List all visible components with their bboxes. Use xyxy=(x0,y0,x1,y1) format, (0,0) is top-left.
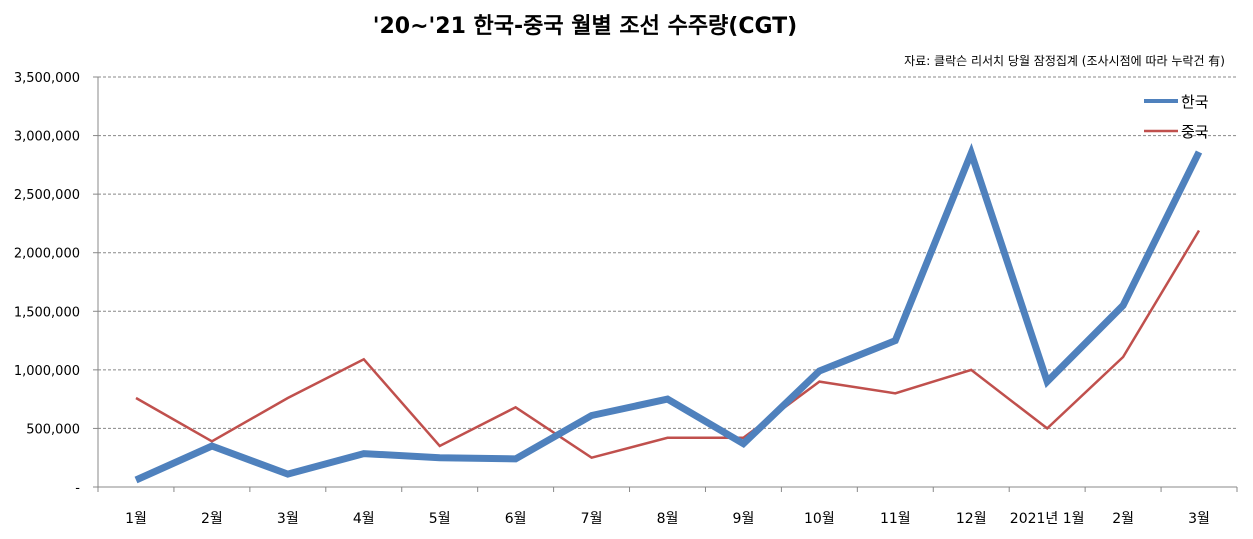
x-tick-label: 7월 xyxy=(581,511,603,527)
x-tick-label: 3월 xyxy=(277,511,299,527)
x-tick-label: 2월 xyxy=(201,511,223,527)
x-tick-label: 9월 xyxy=(733,511,755,527)
x-tick-label: 2021년 1월 xyxy=(1010,511,1085,527)
series-lines xyxy=(134,142,1203,484)
y-tick-label: 2,000,000 xyxy=(14,247,80,262)
legend-label: 한국 xyxy=(1181,93,1209,111)
x-tick-label: 2월 xyxy=(1112,511,1134,527)
x-tick-label: 5월 xyxy=(429,511,451,527)
y-tick-label: 3,000,000 xyxy=(14,130,80,145)
x-tick-label: 8월 xyxy=(657,511,679,527)
axes xyxy=(93,76,1238,492)
series-line-korea xyxy=(134,142,1203,484)
x-tick-label: 6월 xyxy=(505,511,527,527)
x-tick-label: 4월 xyxy=(353,511,375,527)
y-tick-label: 1,500,000 xyxy=(14,305,80,320)
series-line-china xyxy=(135,229,1201,460)
source-note: 자료: 클락슨 리서치 당월 잠정집계 (조사시점에 따라 누락건 有) xyxy=(904,54,1225,68)
y-tick-label: 1,000,000 xyxy=(14,364,80,379)
y-tick-label: 2,500,000 xyxy=(14,188,80,203)
chart-title: '20~'21 한국-중국 월별 조선 수주량(CGT) xyxy=(372,14,798,39)
y-tick-label: 3,500,000 xyxy=(14,71,80,86)
x-tick-label: 12월 xyxy=(956,511,987,527)
x-tick-label: 10월 xyxy=(804,511,835,527)
gridlines xyxy=(98,76,1237,429)
x-tick-label: 3월 xyxy=(1188,511,1210,527)
x-tick-label: 1월 xyxy=(125,511,147,527)
x-tick-label: 11월 xyxy=(880,511,911,527)
x-axis-ticks: 1월 2월 3월 4월 5월 6월 7월 8월 9월 10월 11월 12월 2021년 1월 2월 3월 xyxy=(125,511,1210,527)
legend-label: 중국 xyxy=(1181,123,1209,141)
y-axis-ticks: - 500,000 1,000,000 1,500,000 2,000,000 2,500… xyxy=(14,71,80,496)
y-tick-label: - xyxy=(75,481,80,496)
y-tick-label: 500,000 xyxy=(26,422,80,437)
